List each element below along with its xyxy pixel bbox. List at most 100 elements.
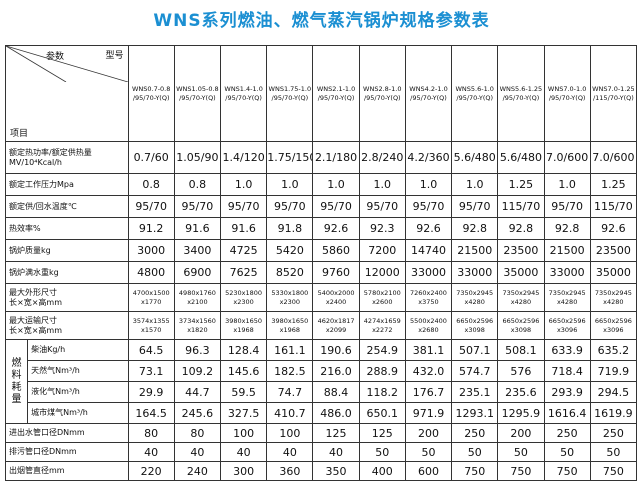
value-cell: 750 bbox=[589, 461, 638, 481]
title: WNS系列燃油、燃气蒸汽锅炉规格参数表 bbox=[153, 11, 490, 31]
row-label: 最大运输尺寸 长×宽×高mm bbox=[5, 311, 129, 340]
value-cell: 4700x1500 x1770 bbox=[127, 283, 175, 312]
value-cell: 200 bbox=[497, 423, 545, 443]
value-cell: 1.0 bbox=[451, 173, 499, 196]
model-cell: WNS1.05-0.8 /95/70-Y(Q) bbox=[173, 45, 222, 142]
value-cell: 1.25 bbox=[589, 173, 638, 196]
value-cell: 115/70 bbox=[589, 195, 638, 218]
data-row: 排污管口径DNmm 40 40 40 40 40 50 50 50 50 50 50 bbox=[5, 442, 638, 462]
row-label: 热效率% bbox=[5, 217, 129, 240]
value-cell: 3400 bbox=[173, 239, 222, 262]
value-cell: 91.2 bbox=[127, 217, 175, 240]
value-cell: 4800 bbox=[127, 261, 175, 284]
corner-cell: 参数 型号 项目 bbox=[5, 45, 129, 142]
value-cell: 29.9 bbox=[127, 381, 175, 403]
value-cell: 288.9 bbox=[358, 360, 406, 382]
value-cell: 6650x2596 x3098 bbox=[497, 311, 545, 340]
value-cell: 1.75/150 bbox=[266, 141, 314, 174]
group-label: 燃料耗量 bbox=[4, 339, 29, 424]
value-cell: 200 bbox=[404, 423, 453, 443]
value-cell: 719.9 bbox=[589, 360, 638, 382]
value-cell: 40 bbox=[127, 442, 175, 462]
value-cell: 1.0 bbox=[358, 173, 406, 196]
value-cell: 95/70 bbox=[543, 195, 591, 218]
value-cell: 5330x1800 x2300 bbox=[266, 283, 314, 312]
value-cell: 4725 bbox=[219, 239, 268, 262]
value-cell: 12000 bbox=[358, 261, 406, 284]
model-label: 型号 bbox=[105, 51, 124, 61]
value-cell: 14740 bbox=[404, 239, 453, 262]
value-cell: 80 bbox=[173, 423, 222, 443]
value-cell: 92.8 bbox=[451, 217, 499, 240]
value-cell: 118.2 bbox=[358, 381, 406, 403]
value-cell: 33000 bbox=[404, 261, 453, 284]
value-cell: 115/70 bbox=[497, 195, 545, 218]
value-cell: 7260x2400 x3750 bbox=[404, 283, 453, 312]
value-cell: 7350x2945 x4280 bbox=[543, 283, 591, 312]
row-label: 出烟管直径mm bbox=[5, 461, 129, 481]
value-cell: 40 bbox=[219, 442, 268, 462]
data-row: 最大外形尺寸 长×宽×高mm 4700x1500 x1770 4980x1760 x… bbox=[5, 283, 638, 312]
model-cell: WNS0.7-0.8 /95/70-Y(Q) bbox=[127, 45, 175, 142]
model-cell: WNS5.6-1.25 /95/70-Y(Q) bbox=[497, 45, 545, 142]
value-cell: 8520 bbox=[266, 261, 314, 284]
value-cell: 91.8 bbox=[266, 217, 314, 240]
value-cell: 7350x2945 x4280 bbox=[589, 283, 638, 312]
value-cell: 293.9 bbox=[543, 381, 591, 403]
value-cell: 95/70 bbox=[266, 195, 314, 218]
value-cell: 250 bbox=[543, 423, 591, 443]
value-cell: 576 bbox=[497, 360, 545, 382]
value-cell: 35000 bbox=[497, 261, 545, 284]
value-cell: 635.2 bbox=[589, 339, 638, 361]
value-cell: 4620x1817 x2099 bbox=[312, 311, 360, 340]
value-cell: 95/70 bbox=[358, 195, 406, 218]
row-label: 额定供/回水温度℃ bbox=[5, 195, 129, 218]
value-cell: 235.1 bbox=[451, 381, 499, 403]
value-cell: 250 bbox=[589, 423, 638, 443]
value-cell: 73.1 bbox=[127, 360, 175, 382]
data-row: 进出水管口径DNmm 80 80 100 100 125 125 200 250 200 250 25… bbox=[5, 423, 638, 443]
value-cell: 294.5 bbox=[589, 381, 638, 403]
value-cell: 327.5 bbox=[219, 402, 268, 424]
value-cell: 410.7 bbox=[266, 402, 314, 424]
value-cell: 100 bbox=[219, 423, 268, 443]
value-cell: 360 bbox=[266, 461, 314, 481]
data-row: 燃料耗量 柴油Kg/h 64.5 96.3 128.4 161.1 190.6 254.9 38… bbox=[4, 339, 638, 424]
param-label: 参数 bbox=[46, 52, 65, 62]
value-cell: 1.0 bbox=[266, 173, 314, 196]
value-cell: 92.3 bbox=[358, 217, 406, 240]
value-cell: 95/70 bbox=[127, 195, 175, 218]
value-cell: 5.6/480 bbox=[451, 141, 499, 174]
value-cell: 5230x1800 x2300 bbox=[219, 283, 268, 312]
value-cell: 650.1 bbox=[358, 402, 406, 424]
value-cell: 633.9 bbox=[543, 339, 591, 361]
value-cell: 0.8 bbox=[127, 173, 175, 196]
value-cell: 50 bbox=[497, 442, 545, 462]
diagonals bbox=[6, 46, 128, 82]
value-cell: 750 bbox=[497, 461, 545, 481]
value-cell: 50 bbox=[358, 442, 406, 462]
value-cell: 600 bbox=[404, 461, 453, 481]
value-cell: 92.6 bbox=[589, 217, 638, 240]
value-cell: 1.0 bbox=[312, 173, 360, 196]
value-cell: 245.6 bbox=[173, 402, 222, 424]
value-cell: 1619.9 bbox=[589, 402, 638, 424]
model-cell: WNS1.4-1.0 /95/70-Y(Q) bbox=[219, 45, 268, 142]
value-cell: 2.8/240 bbox=[358, 141, 406, 174]
value-cell: 5780x2100 x2600 bbox=[358, 283, 406, 312]
value-cell: 145.6 bbox=[219, 360, 268, 382]
value-cell: 1616.4 bbox=[543, 402, 591, 424]
table-body: 参数 型号 项目 WNS0.7-0.8 /95/70-Y(Q) WNS1.05-0… bbox=[4, 45, 638, 481]
value-cell: 92.6 bbox=[312, 217, 360, 240]
data-row: 额定工作压力Mpa 0.8 0.8 1.0 1.0 1.0 1.0 1.0 1.0 1.25 1.0… bbox=[5, 173, 638, 196]
value-cell: 7.0/600 bbox=[589, 141, 638, 174]
value-cell: 1293.1 bbox=[451, 402, 499, 424]
row-label: 锅炉质量kg bbox=[5, 239, 129, 262]
row-label: 额定工作压力Mpa bbox=[5, 173, 129, 196]
value-cell: 33000 bbox=[451, 261, 499, 284]
value-cell: 95/70 bbox=[173, 195, 222, 218]
value-cell: 3980x1650 x1968 bbox=[266, 311, 314, 340]
value-cell: 507.1 bbox=[451, 339, 499, 361]
value-cell: 40 bbox=[312, 442, 360, 462]
data-row: 热效率% 91.2 91.6 91.6 91.8 92.6 92.3 92.6 92.8 92.8… bbox=[5, 217, 638, 240]
